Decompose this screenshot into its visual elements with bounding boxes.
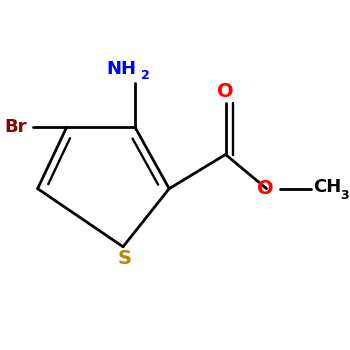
- Text: 3: 3: [340, 189, 349, 202]
- Text: O: O: [217, 82, 234, 101]
- Text: CH: CH: [313, 178, 341, 196]
- Text: O: O: [257, 179, 273, 198]
- Text: S: S: [118, 249, 132, 268]
- Text: NH: NH: [106, 60, 136, 78]
- Text: Br: Br: [4, 118, 27, 136]
- Text: 2: 2: [141, 69, 150, 82]
